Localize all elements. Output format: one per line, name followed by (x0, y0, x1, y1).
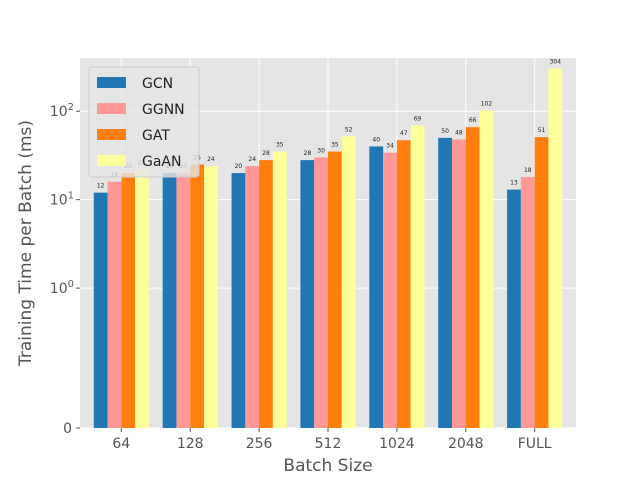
bar-gcn-256 (231, 173, 246, 428)
legend-label-gat: GAT (142, 128, 170, 144)
bar-gat-128 (190, 164, 204, 429)
bar-gcn-64 (93, 192, 108, 428)
bar-gaan-full (548, 68, 563, 428)
bar-value-label: 35 (331, 142, 339, 149)
bar-gat-256 (259, 160, 273, 429)
bar-gaan-1024 (410, 125, 425, 429)
bar-value-label: 18 (524, 167, 532, 174)
bar-value-label: 48 (455, 129, 463, 136)
bar-value-label: 35 (276, 142, 284, 149)
bar-value-label: 40 (372, 136, 380, 143)
x-tick-label: 2048 (448, 436, 484, 452)
x-tick-label: 512 (315, 436, 342, 452)
bar-gcn-2048 (438, 137, 452, 429)
bar-value-label: 28 (304, 150, 312, 157)
bar-gcn-full (507, 189, 521, 428)
bar-value-label: 102 (481, 100, 493, 107)
bar-value-label: 66 (469, 117, 477, 124)
legend-box (88, 66, 200, 178)
bar-gaan-256 (272, 151, 287, 429)
bar-ggnn-64 (107, 181, 122, 428)
bar-ggnn-512 (314, 157, 328, 428)
bar-ggnn-1024 (383, 152, 397, 429)
x-tick-label: 256 (246, 436, 273, 452)
bar-value-label: 24 (248, 156, 256, 163)
bar-value-label: 51 (538, 127, 546, 134)
bar-gat-64 (121, 173, 136, 428)
bar-ggnn-full (520, 177, 535, 428)
x-tick-label: FULL (518, 436, 552, 452)
legend-swatch-gat (97, 129, 126, 140)
x-axis-title: Batch Size (283, 456, 372, 476)
y-axis-ticks: 0 100 101 102 (50, 102, 80, 437)
bar-value-label: 20 (235, 163, 243, 170)
bar-gcn-1024 (369, 146, 384, 429)
bar-value-label: 12 (97, 183, 105, 190)
bar-gaan-512 (341, 136, 356, 429)
x-tick-label: 128 (177, 436, 204, 452)
bar-value-label: 28 (262, 150, 270, 157)
y-tick-label: 101 (50, 191, 74, 209)
y-tick-label: 0 (63, 421, 72, 437)
legend-swatch-ggnn (97, 103, 126, 114)
bar-value-label: 69 (414, 115, 422, 122)
bar-ggnn-128 (176, 173, 191, 428)
bar-gat-2048 (465, 127, 480, 429)
bar-gat-512 (328, 151, 342, 429)
legend: GCN GGNN GAT GaAN (88, 66, 200, 178)
legend-label-ggnn: GGNN (142, 102, 185, 118)
bar-value-label: 50 (441, 128, 449, 135)
bar-gaan-2048 (479, 110, 494, 428)
bar-value-label: 24 (207, 156, 215, 163)
bar-value-label: 52 (345, 126, 353, 133)
bar-gcn-512 (300, 160, 315, 429)
bar-gaan-64 (135, 169, 149, 428)
bar-ggnn-2048 (452, 139, 466, 428)
bar-value-label: 304 (550, 59, 562, 66)
bar-gcn-128 (162, 173, 177, 428)
bar-gaan-128 (204, 166, 218, 428)
y-tick-label: 102 (50, 102, 74, 120)
x-tick-label: 64 (112, 436, 130, 452)
bar-gat-1024 (396, 140, 411, 429)
bar-gat-full (534, 137, 549, 428)
y-tick-label: 100 (50, 279, 74, 297)
x-axis-ticks: 64 128 256 512 1024 2048 FULL (112, 428, 552, 452)
y-axis-title: Training Time per Batch (ms) (16, 120, 36, 367)
bar-ggnn-256 (245, 166, 260, 428)
legend-label-gcn: GCN (142, 76, 173, 92)
bar-value-label: 47 (400, 130, 408, 137)
legend-swatch-gcn (97, 77, 126, 88)
legend-label-gaan: GaAN (142, 154, 181, 170)
bar-value-label: 34 (386, 143, 394, 150)
bars (93, 68, 563, 429)
bar-value-label: 30 (317, 147, 325, 154)
bar-value-label: 13 (510, 180, 518, 187)
legend-swatch-gaan (97, 155, 126, 166)
x-tick-label: 1024 (379, 436, 415, 452)
